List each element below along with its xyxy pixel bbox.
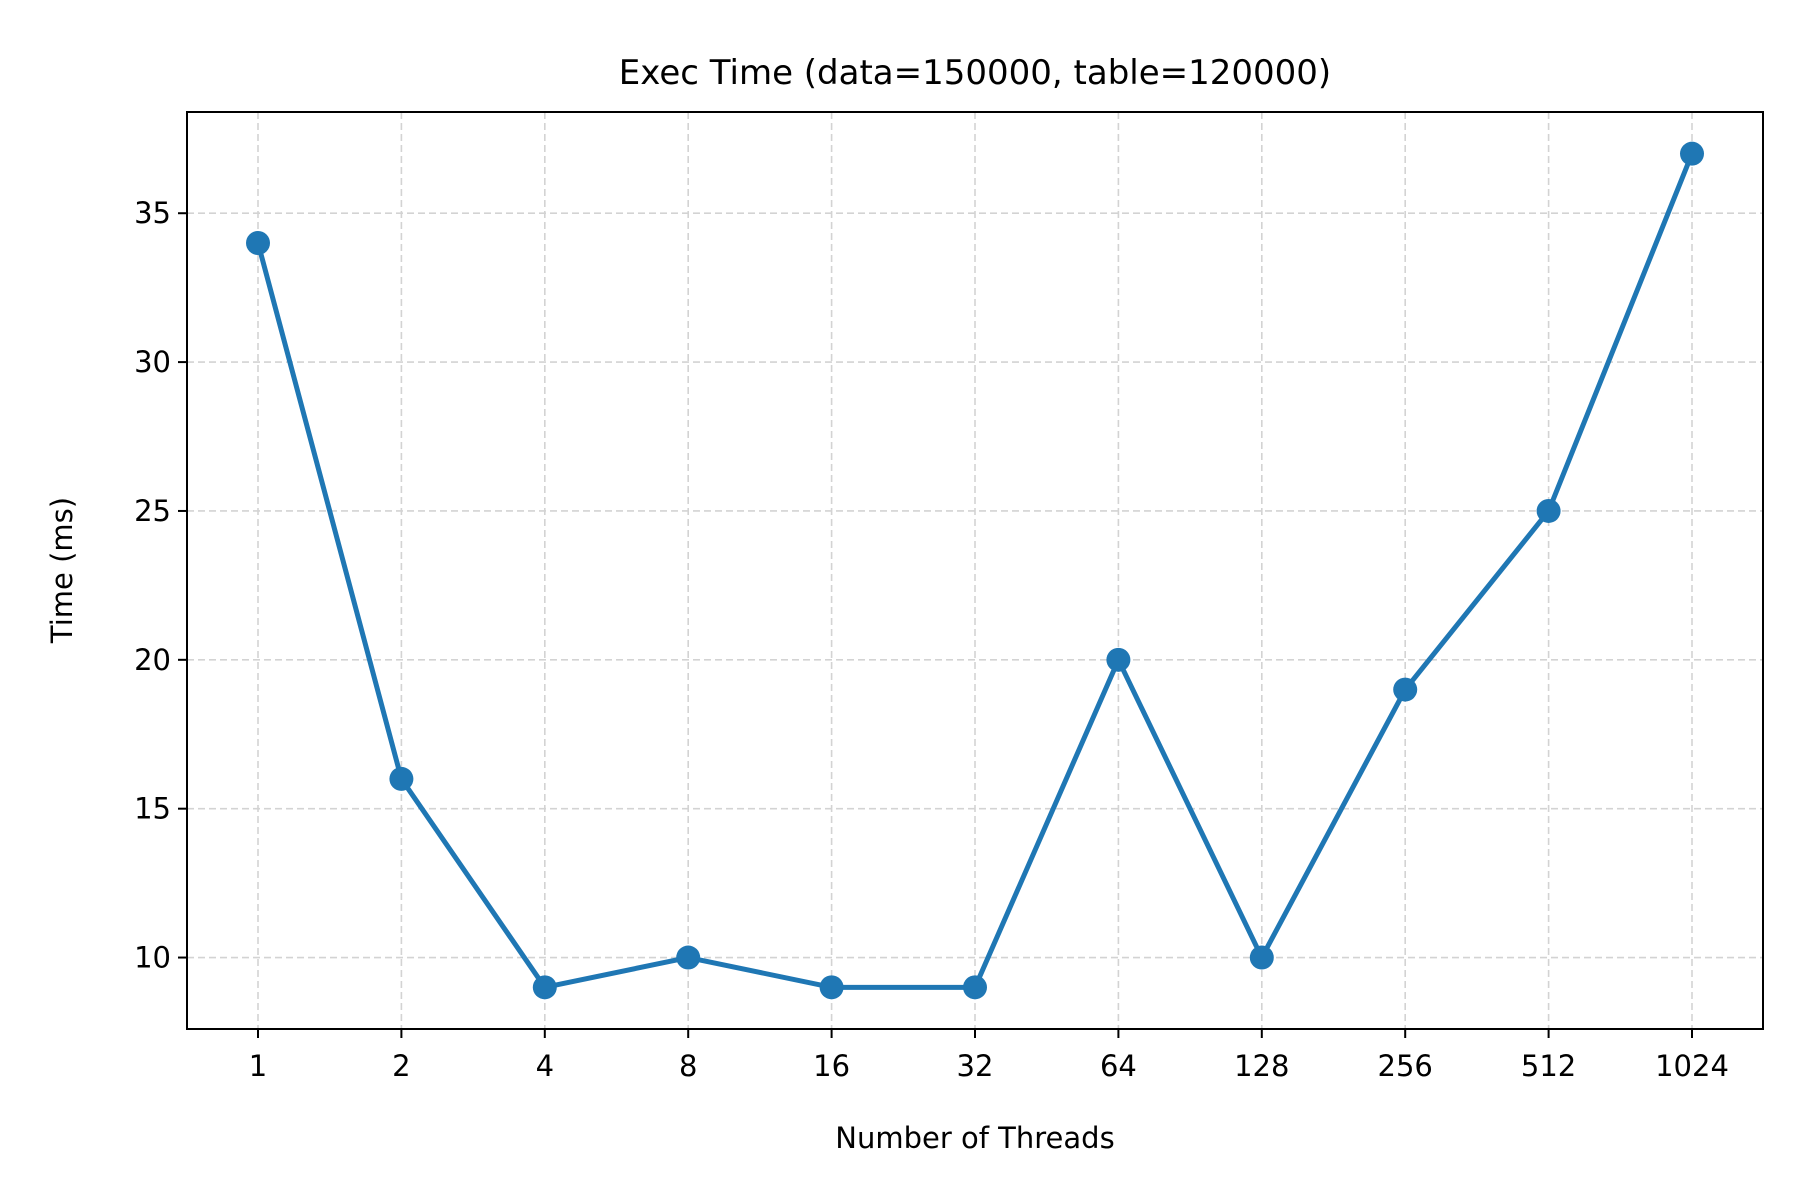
data-point [676, 945, 701, 970]
data-point [246, 231, 270, 255]
x-tick-label: 1 [249, 1049, 267, 1083]
chart-title: Exec Time (data=150000, table=120000) [619, 53, 1331, 93]
data-point [1680, 141, 1704, 166]
data-point [1393, 677, 1418, 702]
x-tick-label: 4 [536, 1049, 554, 1083]
y-axis-label: Time (ms) [45, 497, 79, 644]
x-tick-label: 8 [679, 1049, 697, 1083]
y-tick-label: 25 [134, 494, 171, 528]
x-tick-label: 128 [1234, 1049, 1289, 1083]
x-tick-label: 64 [1100, 1049, 1137, 1083]
x-axis-label: Number of Threads [835, 1121, 1114, 1155]
series-layer [246, 141, 1704, 1000]
y-tick-label: 30 [134, 345, 171, 379]
y-tick-label: 15 [134, 792, 171, 826]
grid [187, 112, 1763, 1029]
y-tick-label: 35 [134, 196, 171, 230]
x-tick-label: 256 [1378, 1049, 1433, 1083]
data-point [532, 975, 557, 1000]
x-tick-label: 2 [392, 1049, 410, 1083]
x-tick-label: 512 [1521, 1049, 1576, 1083]
data-point [963, 975, 987, 1000]
x-tick-label: 16 [813, 1049, 850, 1083]
y-tick-label: 20 [134, 643, 171, 677]
x-tick-label: 1024 [1655, 1049, 1729, 1083]
y-tick-label: 10 [134, 941, 171, 975]
data-point [819, 975, 844, 1000]
x-tick-label: 32 [957, 1049, 994, 1083]
axes: 1 2 4 8 16 32 64 128 256 512 1024 10 15 20 25 30 35 [134, 196, 1729, 1083]
data-point [1106, 647, 1131, 672]
plot-frame [186, 111, 1764, 1030]
data-point [389, 766, 414, 791]
data-point [1536, 498, 1561, 523]
data-point [1249, 945, 1274, 970]
